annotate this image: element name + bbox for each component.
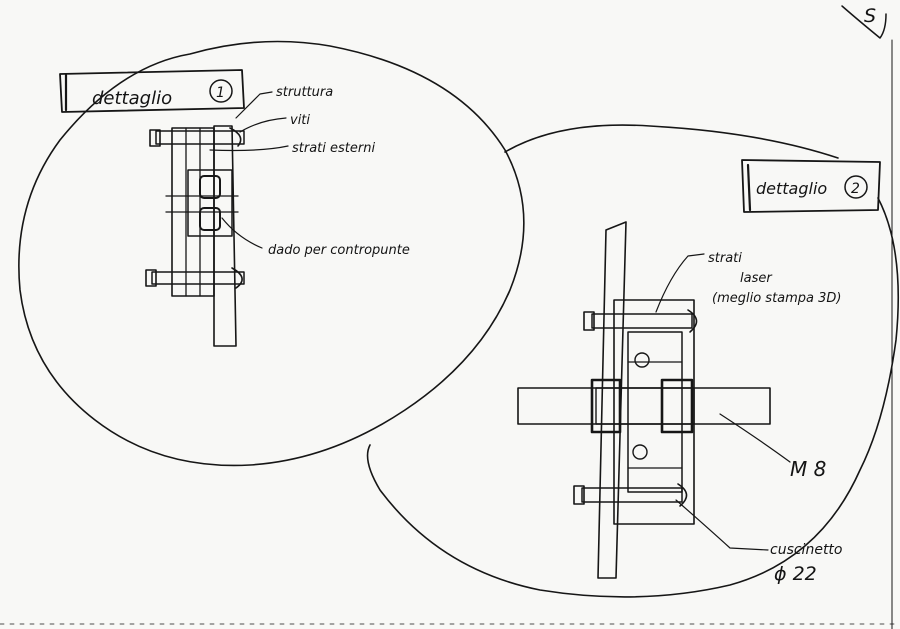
detail2-leader-bearing bbox=[675, 499, 769, 551]
detail2-title: dettaglio bbox=[756, 179, 827, 198]
detail2-label-layers-1: strati bbox=[708, 251, 742, 266]
svg-text:laser: laser bbox=[740, 271, 773, 286]
detail1-label-screws: viti bbox=[290, 113, 310, 128]
detail2-number-circle bbox=[844, 175, 868, 199]
detail1-circle bbox=[18, 40, 525, 467]
detail2-cavity bbox=[627, 331, 683, 493]
detail1-nut-upper bbox=[199, 175, 221, 199]
detail2-label-bearing: cuscinetto bbox=[770, 542, 842, 558]
detail1-number: 1 bbox=[216, 85, 225, 101]
detail1-label-nut: dado per contropunte bbox=[268, 243, 410, 258]
detail1-leader-structure bbox=[235, 91, 273, 119]
detail2-leader-thread bbox=[719, 413, 791, 463]
page-number: S bbox=[864, 5, 876, 27]
detail1-label-structure: struttura bbox=[276, 85, 333, 100]
detail2-screw-bottom bbox=[581, 487, 683, 503]
detail1-screw-bottom bbox=[151, 271, 245, 285]
detail2-bearing-right bbox=[660, 378, 694, 434]
detail2-title-box bbox=[741, 159, 881, 213]
detail1-title: dettaglio bbox=[92, 88, 172, 109]
detail1-number-circle bbox=[209, 79, 233, 103]
detail1-leader-screws bbox=[239, 117, 287, 133]
detail1-leader-layers bbox=[209, 145, 289, 152]
detail2-bearing-left bbox=[590, 378, 622, 434]
detail2-structure-plate bbox=[597, 221, 627, 579]
detail1-nut-cavity bbox=[187, 169, 233, 237]
detail1-label-outer-layers: strati esterni bbox=[292, 141, 375, 156]
detail1-nut-lower bbox=[199, 207, 221, 231]
detail2-number: 2 bbox=[851, 181, 860, 197]
detail2-leader-layers bbox=[655, 253, 705, 313]
detail1-screw-top bbox=[155, 130, 245, 145]
detail2-circle bbox=[504, 124, 839, 159]
detail2-label-thread: M 8 bbox=[790, 457, 826, 481]
detail2-threaded-rod bbox=[517, 387, 771, 425]
detail1-title-box bbox=[59, 69, 245, 113]
detail2-screw-top bbox=[591, 313, 693, 329]
page-number-mark bbox=[841, 5, 887, 39]
svg-text:(meglio stampa 3D): (meglio stampa 3D) bbox=[712, 291, 842, 306]
detail2-label-bearing-size: ϕ 22 bbox=[774, 563, 817, 585]
detail1-leader-nut bbox=[221, 217, 263, 249]
